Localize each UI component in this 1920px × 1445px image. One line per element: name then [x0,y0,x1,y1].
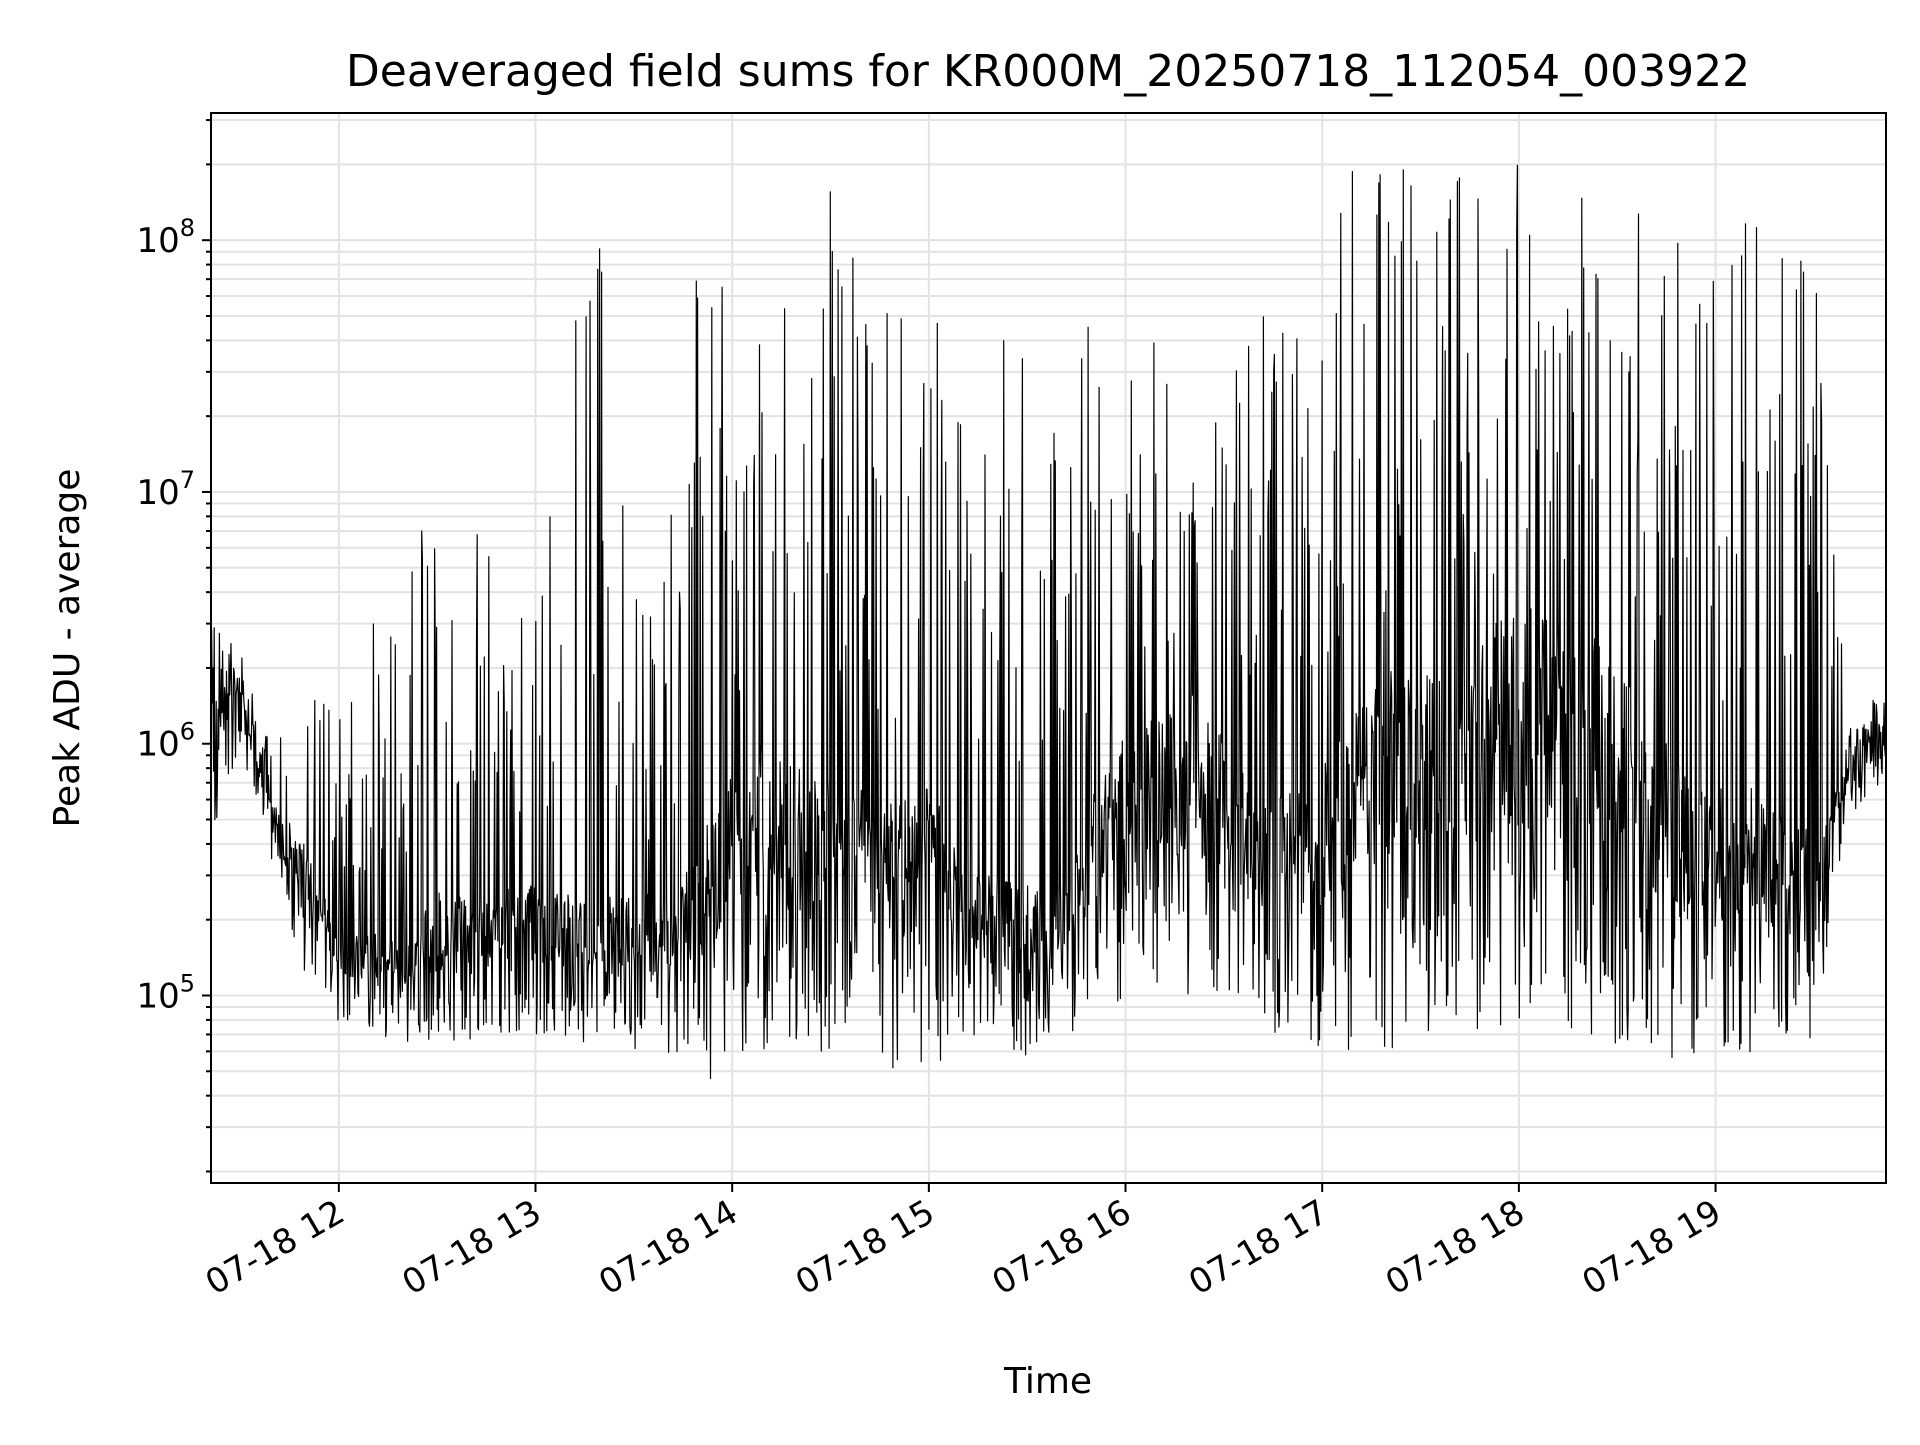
plot-area [210,164,1887,1080]
x-axis-label: Time [1003,1361,1092,1402]
y-tick-label: 106 [136,718,195,765]
plot-frame [210,112,1887,1184]
y-tick-label: 108 [136,214,195,261]
y-axis-label: Peak ADU - average [47,469,88,828]
y-tick-label: 105 [136,969,195,1016]
chart-title: Deaveraged field sums for KR000M_2025071… [346,46,1750,97]
y-tick-label: 107 [136,466,195,513]
series-line [210,164,1887,1080]
